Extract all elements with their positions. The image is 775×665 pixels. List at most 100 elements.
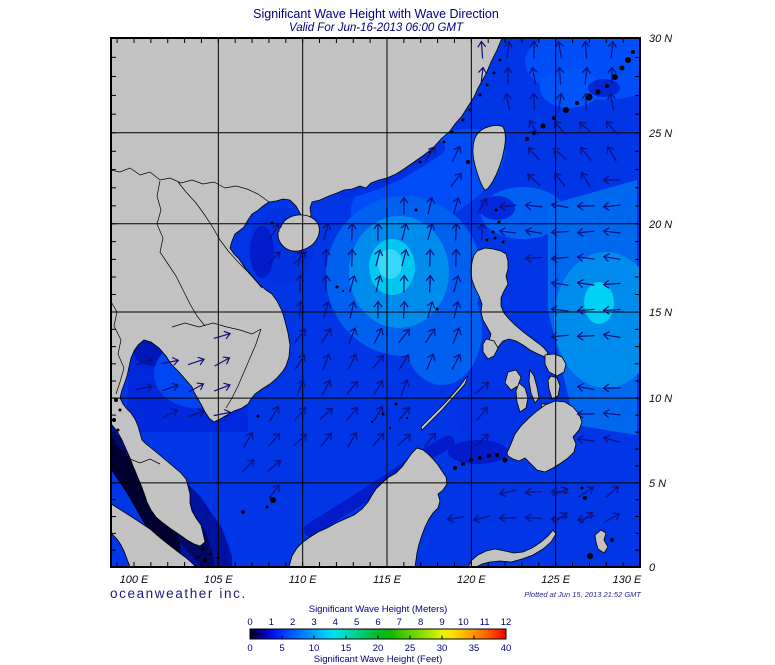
wave-direction-arrows [135,40,621,524]
wave-direction-arrow [348,327,358,345]
luzon-island [470,247,549,358]
wave-direction-arrow [605,120,618,135]
colorbar-feet-value: 30 [437,643,448,654]
wave-direction-arrow [576,227,595,237]
wave-direction-arrow [477,40,487,59]
lat-axis-label: 5 N [649,478,666,490]
colorbar-meters-value: 8 [418,617,423,628]
wave-direction-arrow [348,274,358,293]
wave-direction-arrow [400,248,410,267]
mindoro-island [482,338,499,360]
lat-axis-label: 15 N [649,307,672,319]
leyte-island [547,375,561,400]
wave-direction-arrow [161,356,180,366]
wave-direction-arrow [524,201,543,211]
wave-direction-arrow [321,248,331,267]
wave-direction-arrow [503,40,513,59]
country-borders [111,167,270,465]
wave-direction-arrow [452,327,462,345]
wave-direction-arrow [267,432,281,447]
wave-direction-arrow [373,379,384,396]
lat-axis-label: 10 N [649,393,672,405]
wave-direction-arrow [576,305,595,315]
wave-direction-arrow [527,146,541,161]
wave-direction-arrow [475,433,490,447]
axis-minor-ticks [111,38,640,567]
wave-direction-arrow [602,227,621,237]
lon-axis-label: 115 E [373,574,402,586]
colorbar-feet-value: 20 [373,643,384,654]
wave-direction-arrow [581,66,591,85]
wave-direction-arrow [602,383,621,393]
colorbar-feet-value: 0 [247,643,252,654]
wave-direction-arrow [550,487,569,497]
wave-direction-arrow [581,40,591,59]
wave-direction-arrow [451,145,462,162]
wave-direction-arrow [213,330,232,340]
wave-direction-arrow [475,381,490,394]
wave-direction-arrow [293,251,307,265]
wave-direction-arrow [347,222,357,241]
wave-direction-arrow [452,274,462,293]
wave-direction-arrow [550,253,569,263]
wave-direction-arrow [602,434,621,444]
wave-direction-arrow [374,274,384,293]
wave-direction-arrow [162,408,179,419]
wave-direction-arrow [319,407,334,421]
wave-direction-arrow [135,356,153,366]
wave-direction-arrow [213,382,231,392]
lat-axis-label: 25 N [648,128,672,140]
wave-direction-arrow [576,435,595,444]
wave-direction-arrow [373,300,383,319]
oceanweather-logo: oceanweather inc. [110,586,247,601]
chart-title: Significant Wave Height with Wave Direct… [253,7,499,21]
borneo-island [288,447,448,567]
wave-direction-arrow [451,353,462,370]
lon-axis-label: 105 E [204,574,233,586]
wave-direction-arrow [294,406,307,421]
wave-direction-arrow [498,227,517,237]
wave-direction-arrow [602,201,621,211]
wave-direction-arrow [498,201,517,211]
wave-direction-arrow [524,253,543,263]
wave-direction-arrow [576,514,595,524]
sumatra-island [111,503,197,567]
wave-direction-arrow [322,222,332,241]
wave-direction-arrow [320,432,333,447]
wave-direction-arrow [602,175,621,185]
wave-direction-arrow [269,405,280,422]
wave-direction-arrow [399,300,409,319]
small-islands [111,50,635,562]
palawan-island [420,375,469,431]
colorbar-feet-value: 35 [469,643,480,654]
wave-direction-arrow [373,405,384,422]
sulawesi-north-arm [467,529,557,567]
wave-direction-arrow [424,328,436,344]
colorbar-meters-value: 11 [480,617,490,628]
wave-direction-arrow [602,253,621,262]
wave-direction-arrow [426,196,436,215]
wave-direction-arrow [576,409,595,419]
wave-direction-arrow [397,433,412,447]
wave-direction-arrow [398,328,410,344]
wave-direction-arrow [606,145,617,162]
colorbar-meters-value: 6 [375,617,380,628]
wave-direction-arrow [451,248,461,267]
wave-direction-arrow [320,328,332,344]
wave-direction-arrow [576,253,595,263]
wave-direction-arrow [498,513,517,523]
wave-direction-arrow [550,305,569,315]
lon-axis-label: 125 E [541,574,570,586]
wave-direction-arrow [607,66,617,85]
wave-direction-arrow [602,331,621,340]
wave-direction-arrow [452,300,462,319]
wave-direction-arrow [424,145,436,162]
wave-direction-arrow [604,512,621,523]
wave-direction-arrow [576,201,595,211]
wave-direction-arrow [477,197,488,214]
lon-axis-label: 110 E [289,574,318,586]
chart-subtitle: Valid For Jun-16-2013 06:00 GMT [289,22,464,34]
wave-direction-arrow [347,431,358,448]
wave-direction-arrow [528,66,538,85]
